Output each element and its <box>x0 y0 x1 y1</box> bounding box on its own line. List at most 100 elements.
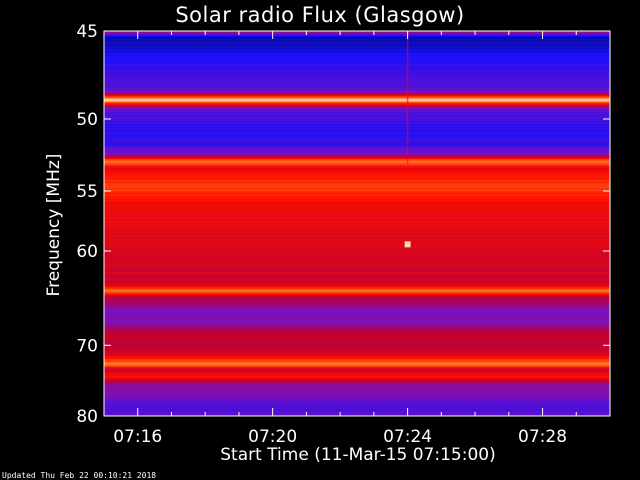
spectrogram-row <box>104 374 610 376</box>
spectrogram-row <box>104 327 610 329</box>
spectrogram-row <box>104 201 610 203</box>
spectrogram-row <box>104 367 610 369</box>
spectrogram-row <box>104 410 610 412</box>
spectrogram-row <box>104 114 610 116</box>
spectrogram-row <box>104 356 610 358</box>
y-axis-ticks: 45 50 55 60 70 80 <box>76 22 610 427</box>
spectrogram-row <box>104 267 610 269</box>
spectrogram-row <box>104 330 610 332</box>
spectrogram-row <box>104 178 610 180</box>
spectrogram-row <box>104 163 610 165</box>
spectrogram-row <box>104 389 610 391</box>
spectrogram-row <box>104 360 610 362</box>
spectrogram-row <box>104 391 610 393</box>
spectrogram-row <box>104 348 610 350</box>
spectrogram-row <box>104 218 610 220</box>
spectrogram-row <box>104 111 610 113</box>
spectrogram-row <box>104 326 610 328</box>
spectrogram-row <box>104 294 610 296</box>
spectrogram-row <box>104 309 610 311</box>
y-tick-label: 55 <box>76 182 98 202</box>
spectrogram-row <box>104 275 610 277</box>
spectrogram-row <box>104 35 610 37</box>
spectrogram-row <box>104 277 610 279</box>
spectrogram-row <box>104 251 610 253</box>
spectrogram-row <box>104 238 610 240</box>
spectrogram-row <box>104 331 610 333</box>
spectrogram-row <box>104 318 610 320</box>
spectrogram-row <box>104 127 610 129</box>
spectrogram-row <box>104 394 610 396</box>
spectrogram-row <box>104 109 610 111</box>
spectrogram-row <box>104 39 610 41</box>
spectrogram-row <box>104 368 610 370</box>
spectrogram-row <box>104 408 610 410</box>
spectrogram-row <box>104 176 610 178</box>
spectrogram-row <box>104 384 610 386</box>
spectrogram-row <box>104 382 610 384</box>
spectrogram-row <box>104 94 610 96</box>
spectrogram-row <box>104 287 610 289</box>
plot-frame <box>103 30 611 417</box>
y-tick-label: 80 <box>76 407 98 427</box>
spectrogram-row <box>104 146 610 148</box>
spectrogram-row <box>104 177 610 179</box>
spectrogram-row <box>104 122 610 124</box>
spectrogram-row <box>104 349 610 351</box>
spectrogram-row <box>104 240 610 242</box>
spectrogram-row <box>104 78 610 80</box>
spectrogram-row <box>104 217 610 219</box>
spectrogram-row <box>104 302 610 304</box>
spectrogram-row <box>104 208 610 210</box>
spectrogram-row <box>104 165 610 167</box>
spectrogram-row <box>104 153 610 155</box>
spectrogram-row <box>104 383 610 385</box>
spectrogram-row <box>104 168 610 170</box>
spectrogram-row <box>104 223 610 225</box>
spectrogram-row <box>104 82 610 84</box>
spectrogram-row <box>104 117 610 119</box>
spectrogram-row <box>104 167 610 169</box>
spectrogram-row <box>104 304 610 306</box>
spectrogram-row <box>104 293 610 295</box>
spectrogram-row <box>104 358 610 360</box>
spectrogram-row <box>104 231 610 233</box>
spectrogram-row <box>104 274 610 276</box>
spectrogram-row <box>104 400 610 402</box>
spectrogram-row <box>104 174 610 176</box>
spectrogram-row <box>104 250 610 252</box>
spectrogram-row <box>104 37 610 39</box>
spectrogram-row <box>104 401 610 403</box>
spectrogram-row <box>104 249 610 251</box>
spectrogram-row <box>104 64 610 66</box>
spectrogram-row <box>104 108 610 110</box>
spectrogram-row <box>104 87 610 89</box>
spectrogram-row <box>104 412 610 414</box>
spectrogram-row <box>104 233 610 235</box>
spectrogram-row <box>104 79 610 81</box>
x-tick-label: 07:16 <box>113 427 162 447</box>
spectrogram-row <box>104 66 610 68</box>
spectrogram-row <box>104 310 610 312</box>
spectrogram-row <box>104 120 610 122</box>
spectrogram-row <box>104 242 610 244</box>
spectrogram-row <box>104 196 610 198</box>
spectrogram-row <box>104 406 610 408</box>
spectrogram-row <box>104 142 610 144</box>
spectrogram-row <box>104 113 610 115</box>
spectrogram-row <box>104 276 610 278</box>
spectrogram-row <box>104 92 610 94</box>
spectrogram-row <box>104 215 610 217</box>
spectrogram-row <box>104 308 610 310</box>
spectrogram-row <box>104 283 610 285</box>
spectrogram-row <box>104 355 610 357</box>
spectrogram-row <box>104 328 610 330</box>
spectrogram-row <box>104 136 610 138</box>
spectrogram-row <box>104 289 610 291</box>
spectrogram-row <box>104 149 610 151</box>
spectrogram-row <box>104 34 610 36</box>
spectrogram-row <box>104 340 610 342</box>
spectrogram-row <box>104 198 610 200</box>
spectrogram-row <box>104 398 610 400</box>
spectrogram-row <box>104 337 610 339</box>
